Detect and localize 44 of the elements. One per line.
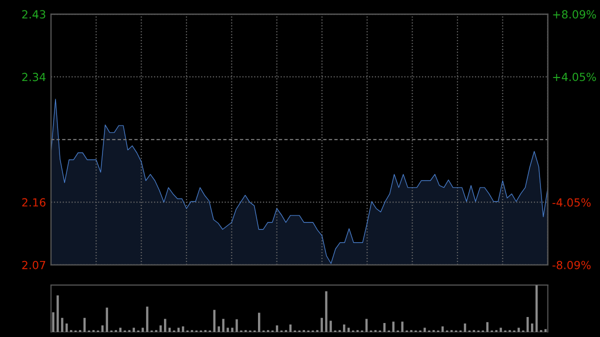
y-tick-label: 2.07 <box>22 260 46 270</box>
y2-tick-label: -4.05% <box>552 198 591 207</box>
bar <box>119 328 122 332</box>
bar <box>226 328 229 332</box>
bar <box>486 322 488 332</box>
bar <box>392 322 395 332</box>
bar <box>464 324 466 332</box>
bar <box>526 316 529 332</box>
bar <box>236 319 238 332</box>
y-tick-label: 2.16 <box>22 198 46 207</box>
bar <box>258 312 260 332</box>
y-tick-label: 2.34 <box>22 72 46 82</box>
bar <box>213 310 216 332</box>
bar <box>343 324 346 332</box>
bar <box>401 322 404 332</box>
bar <box>424 328 426 332</box>
bar <box>544 329 547 332</box>
bar <box>320 318 323 332</box>
bar <box>66 324 68 332</box>
bar <box>52 312 54 332</box>
bar <box>160 325 162 332</box>
bar <box>168 328 171 332</box>
bar <box>500 328 502 332</box>
bar <box>142 328 144 332</box>
bar <box>61 318 64 332</box>
bar <box>218 326 220 332</box>
bar <box>289 324 292 332</box>
bar <box>231 328 234 332</box>
bar <box>56 295 59 332</box>
bar <box>383 323 386 332</box>
bar <box>106 308 108 332</box>
bar <box>132 328 135 332</box>
y2-tick-label: -8.09% <box>552 260 591 270</box>
bar <box>177 328 180 332</box>
y2-tick-label: +4.05% <box>553 72 596 82</box>
bar <box>348 328 350 332</box>
bar <box>518 328 520 332</box>
bar <box>325 291 328 332</box>
bar <box>146 306 148 332</box>
bar <box>222 318 224 332</box>
y2-tick-label: +8.09% <box>553 10 596 19</box>
bar <box>330 320 332 332</box>
y-tick-label: 2.43 <box>22 10 46 19</box>
bar <box>531 324 534 332</box>
